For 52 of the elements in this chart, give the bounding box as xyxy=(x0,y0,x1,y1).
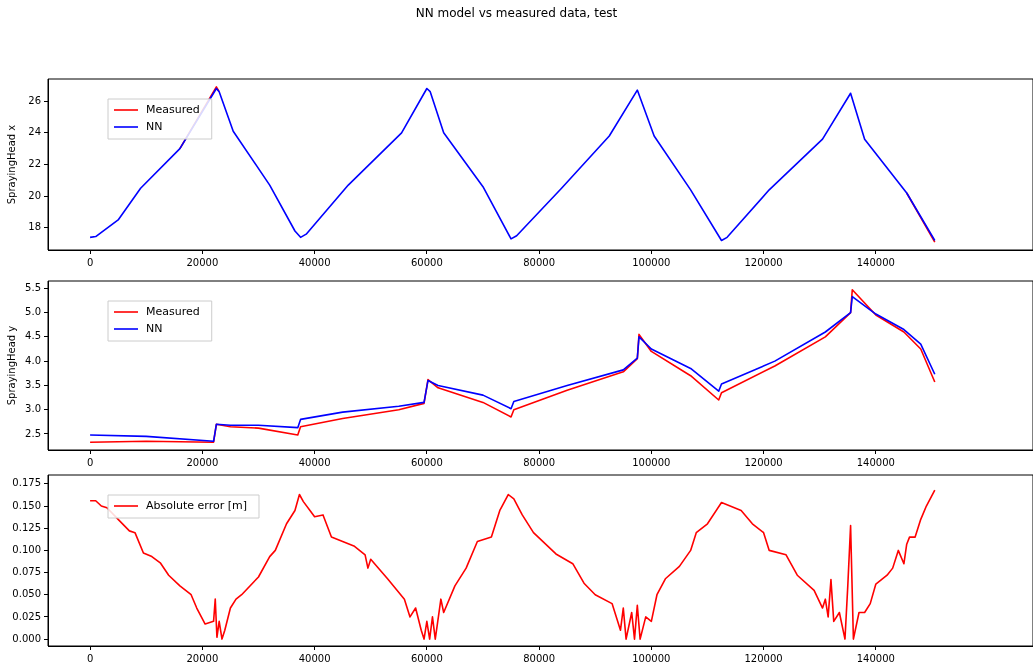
x-tick-label: 140000 xyxy=(856,256,895,268)
x-tick-label: 0 xyxy=(86,652,94,664)
x-tick-label: 0 xyxy=(86,456,94,468)
x-tick-label: 60000 xyxy=(410,256,443,268)
x-tick-label: 20000 xyxy=(186,652,219,664)
y-tick-label: 0.075 xyxy=(12,566,41,578)
x-tick-label: 120000 xyxy=(744,256,783,268)
legend-label: Absolute error [m] xyxy=(146,498,247,512)
chart-title: NN model vs measured data, test xyxy=(414,6,619,20)
x-tick-label: 20000 xyxy=(186,456,219,468)
x-tick-label: 80000 xyxy=(523,652,555,664)
legend-label: NN xyxy=(146,119,163,133)
y-tick-label: 0.000 xyxy=(12,632,41,644)
y-tick-label: 0.150 xyxy=(12,499,41,511)
x-tick-label: 120000 xyxy=(744,456,783,468)
x-tick-label: 80000 xyxy=(523,256,555,268)
y-tick-label: 3.5 xyxy=(25,379,41,390)
x-tick-label: 40000 xyxy=(298,456,331,468)
y-tick-label: 5.5 xyxy=(25,281,41,293)
y-tick-label: 3.0 xyxy=(25,403,41,415)
x-tick-label: 100000 xyxy=(632,456,671,468)
legend-label: Measured xyxy=(146,304,200,318)
y-tick-label: 18 xyxy=(28,221,41,233)
x-tick-label: 100000 xyxy=(632,256,671,268)
y-tick-label: 0.125 xyxy=(12,521,41,533)
x-tick-label: 40000 xyxy=(298,256,331,268)
y-tick-label: 4.5 xyxy=(25,330,41,342)
y-axis-title: SprayingHead y xyxy=(5,325,17,406)
y-tick-label: 22 xyxy=(28,158,41,170)
y-tick-label: 20 xyxy=(28,189,41,201)
x-tick-label: 140000 xyxy=(856,652,895,664)
y-tick-label: 0.050 xyxy=(12,588,41,600)
x-tick-label: 60000 xyxy=(410,652,443,664)
x-tick-label: 80000 xyxy=(523,456,555,468)
x-tick-label: 140000 xyxy=(856,456,895,468)
y-tick-label: 4.0 xyxy=(25,354,41,366)
x-tick-label: 120000 xyxy=(744,652,783,664)
x-tick-label: 20000 xyxy=(186,256,219,268)
y-tick-label: 5.0 xyxy=(25,306,41,318)
y-tick-label: 24 xyxy=(28,126,41,138)
y-tick-label: 0.175 xyxy=(12,477,41,489)
legend-label: Measured xyxy=(146,102,200,116)
y-tick-label: 2.5 xyxy=(25,427,41,439)
x-tick-label: 100000 xyxy=(632,652,671,664)
y-tick-label: 0.100 xyxy=(12,543,41,555)
y-tick-label: 26 xyxy=(28,94,41,106)
y-tick-label: 0.025 xyxy=(12,610,41,622)
x-tick-label: 0 xyxy=(86,256,94,268)
legend-label: NN xyxy=(146,321,163,335)
x-tick-label: 40000 xyxy=(298,652,331,664)
y-axis-title: SprayingHead x xyxy=(5,124,17,205)
x-tick-label: 60000 xyxy=(410,456,443,468)
